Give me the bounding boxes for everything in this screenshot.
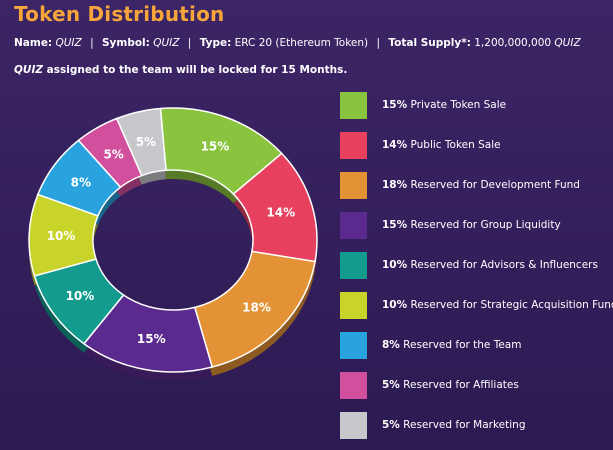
lock-note: QUIZ assigned to the team will be locked… [14, 64, 347, 76]
legend-label: 14% Public Token Sale [382, 139, 501, 151]
symbol-value: QUIZ [153, 37, 180, 49]
legend-swatch [340, 211, 367, 239]
legend-percent: 18% [382, 179, 408, 191]
type-label: Type: [199, 37, 232, 49]
supply-label: Total Supply*: [388, 37, 471, 49]
type-value: ERC 20 (Ethereum Token) [234, 37, 369, 49]
legend-text: Private Token Sale [407, 99, 507, 111]
slice-label-reserved-for-group-liquidity: 15% [137, 332, 166, 346]
supply-unit: QUIZ [554, 37, 581, 49]
legend-swatch [340, 131, 367, 159]
legend-text: Reserved for Development Fund [407, 179, 580, 191]
legend-text: Reserved for Affiliates [399, 379, 519, 391]
legend-label: 15% Private Token Sale [382, 99, 506, 111]
legend-item-private-token-sale: 15% Private Token Sale [340, 91, 610, 119]
legend-swatch [340, 371, 367, 399]
slice-label-reserved-for-the-team: 8% [71, 176, 91, 190]
token-info-line: Name: QUIZ | Symbol: QUIZ | Type: ERC 20… [14, 37, 581, 49]
donut-slices [28, 107, 318, 373]
legend-percent: 5% [382, 419, 400, 431]
slice-label-reserved-for-affiliates: 5% [103, 147, 123, 161]
legend-text: Public Token Sale [407, 139, 501, 151]
legend-item-reserved-for-the-team: 8% Reserved for the Team [340, 331, 610, 359]
symbol-label: Symbol: [101, 37, 150, 49]
slice-labels: 15% 14% 18% 15% 10% 10% 8% 5% 5% [47, 135, 295, 346]
legend-text: Reserved for the Team [399, 339, 522, 351]
separator: | [90, 37, 94, 49]
slice-label-reserved-for-advisors-influencers: 10% [66, 289, 95, 303]
legend-percent: 10% [382, 259, 408, 271]
page-title: Token Distribution [14, 2, 225, 26]
legend-percent: 15% [382, 99, 408, 111]
note-text: assigned to the team will be locked for … [46, 64, 348, 76]
legend-swatch [340, 91, 367, 119]
legend-label: 10% Reserved for Advisors & Influencers [382, 259, 598, 271]
legend-percent: 15% [382, 219, 408, 231]
legend-label: 5% Reserved for Marketing [382, 419, 525, 431]
legend-item-reserved-for-strategic-acquisition-fund: 10% Reserved for Strategic Acquisition F… [340, 291, 613, 319]
legend-text: Reserved for Advisors & Influencers [407, 259, 598, 271]
legend-item-public-token-sale: 14% Public Token Sale [340, 131, 610, 159]
legend-percent: 8% [382, 339, 400, 351]
separator: | [376, 37, 381, 49]
supply-value: 1,200,000,000 [474, 37, 552, 49]
legend-label: 18% Reserved for Development Fund [382, 179, 580, 191]
legend-label: 5% Reserved for Affiliates [382, 379, 519, 391]
slice-label-reserved-for-strategic-acquisition-fund: 10% [47, 229, 76, 243]
slice-label-reserved-for-development-fund: 18% [242, 300, 271, 314]
legend-percent: 5% [382, 379, 400, 391]
legend-item-reserved-for-group-liquidity: 15% Reserved for Group Liquidity [340, 211, 610, 239]
separator: | [187, 37, 192, 49]
legend-swatch [340, 291, 367, 319]
legend-percent: 10% [382, 299, 408, 311]
legend-item-reserved-for-advisors-influencers: 10% Reserved for Advisors & Influencers [340, 251, 610, 279]
name-value: QUIZ [55, 37, 82, 49]
name-label: Name: [14, 37, 53, 49]
legend-percent: 14% [382, 139, 408, 151]
donut-chart: 15% 14% 18% 15% 10% 10% 8% 5% 5% [28, 107, 318, 381]
slice-reserved-for-marketing [115, 107, 167, 177]
legend-swatch [340, 411, 367, 439]
legend-swatch [340, 331, 367, 359]
legend-label: 8% Reserved for the Team [382, 339, 521, 351]
legend-text: Reserved for Group Liquidity [407, 219, 561, 231]
legend-item-reserved-for-marketing: 5% Reserved for Marketing [340, 411, 610, 439]
legend-item-reserved-for-affiliates: 5% Reserved for Affiliates [340, 371, 610, 399]
legend-text: Reserved for Marketing [399, 419, 526, 431]
legend-swatch [340, 171, 367, 199]
legend-label: 10% Reserved for Strategic Acquisition F… [382, 299, 613, 311]
legend-item-reserved-for-development-fund: 18% Reserved for Development Fund [340, 171, 610, 199]
slice-label-public-token-sale: 14% [266, 205, 295, 219]
slice-label-reserved-for-marketing: 5% [136, 135, 156, 149]
note-token: QUIZ [14, 64, 43, 76]
legend-label: 15% Reserved for Group Liquidity [382, 219, 561, 231]
legend-swatch [340, 251, 367, 279]
legend-text: Reserved for Strategic Acquisition Fund [407, 299, 613, 311]
slice-label-private-token-sale: 15% [201, 139, 230, 153]
